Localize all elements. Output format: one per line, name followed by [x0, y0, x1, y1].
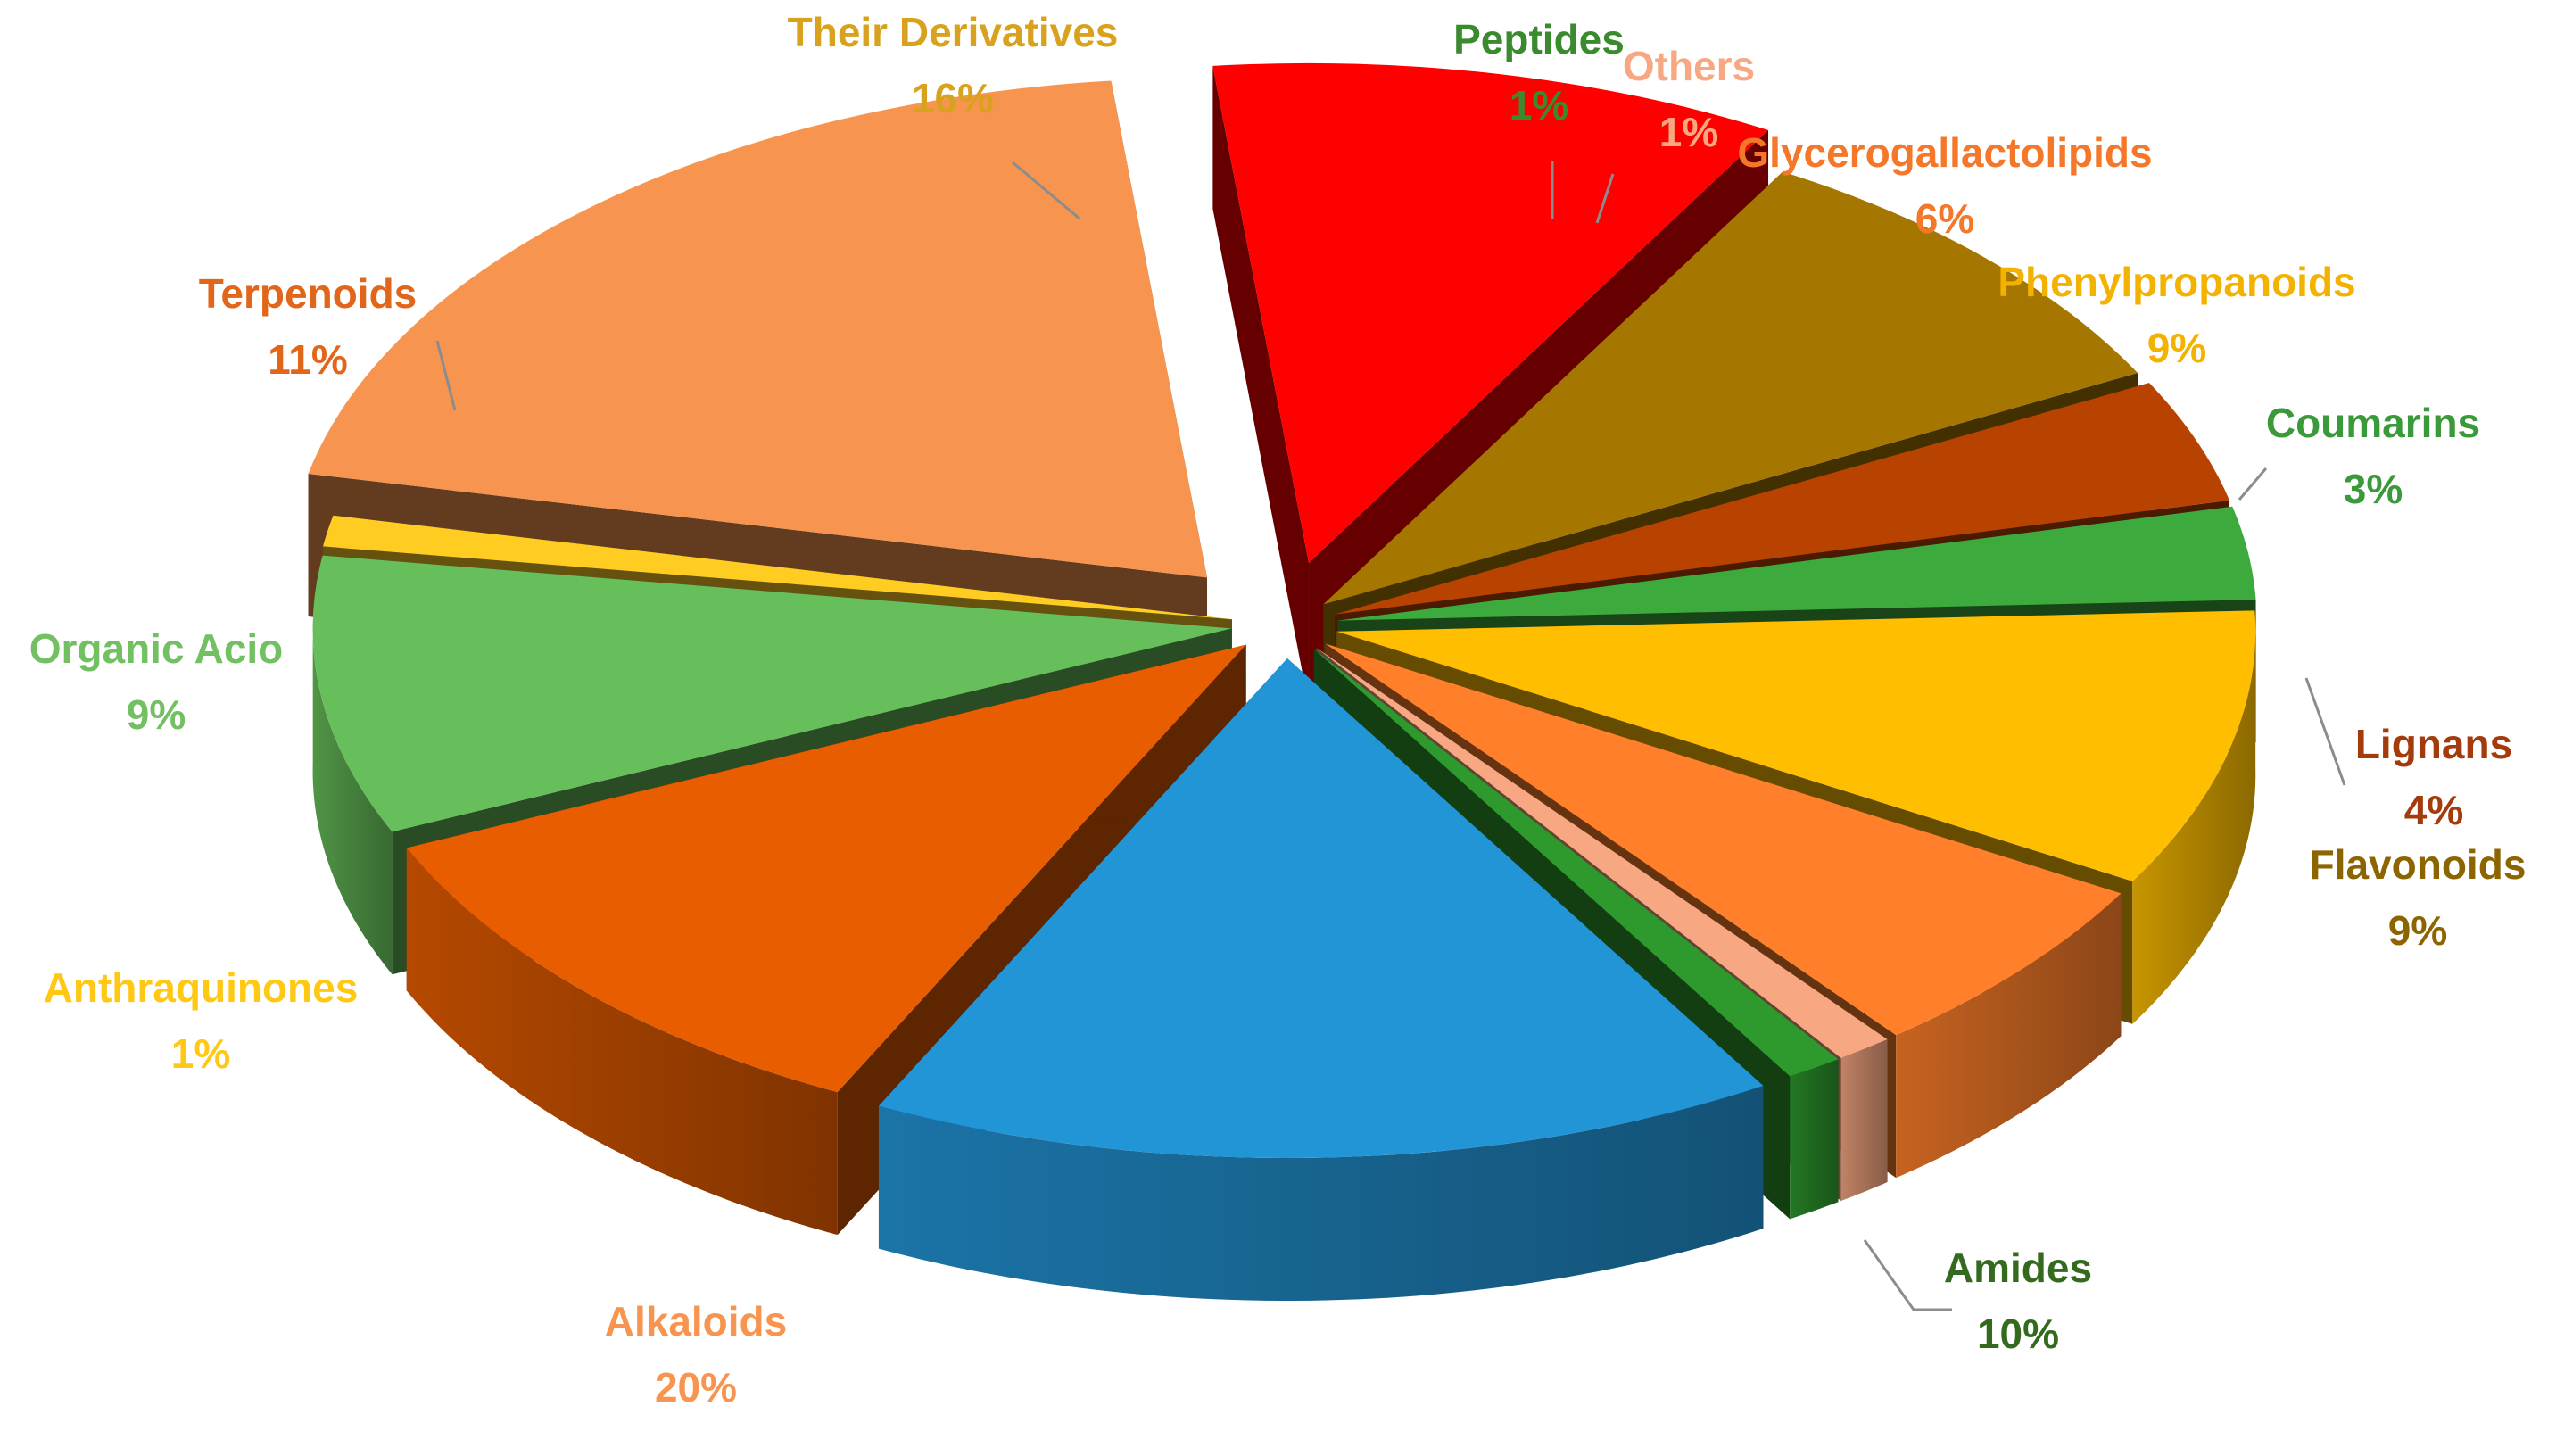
slice-label-amides-0: Amides	[1944, 1245, 2092, 1291]
leader-line-coumarins	[2238, 467, 2268, 500]
slice-label-organic-acids-0: Organic Acio	[29, 625, 284, 672]
slice-alkaloids	[308, 80, 1208, 578]
slice-value-label-alkaloids: 20%	[655, 1364, 737, 1410]
slice-sterols-steroids-and-their-derivatives	[878, 658, 1764, 1159]
slice-label-terpenoids-0: Terpenoids	[199, 270, 418, 317]
slice-label-lignans-0: Lignans	[2355, 721, 2512, 767]
slice-value-label-phenylpropanoids: 9%	[2147, 325, 2206, 371]
slice-label-anthraquinones-0: Anthraquinones	[44, 964, 359, 1011]
slice-value-label-peptides: 1%	[1510, 82, 1568, 128]
slice-side-organic-acids	[312, 621, 393, 975]
leader-line-lignans	[2304, 677, 2346, 786]
slice-anthraquinones	[322, 515, 1232, 620]
slice-organic-acids	[312, 555, 1232, 832]
leader-line-amides	[1863, 1239, 1952, 1311]
slice-label-glycerogallactolipids-0: Glycerogallactolipids	[1737, 129, 2152, 176]
slice-value-label-anthraquinones: 1%	[171, 1030, 230, 1077]
slice-others	[1316, 648, 1888, 1059]
slice-label-peptides-0: Peptides	[1453, 16, 1625, 62]
slice-lignans	[1335, 383, 2230, 615]
slice-terpenoids	[406, 644, 1246, 1093]
slice-value-label-sterols-steroids-and-their-derivatives: 16%	[912, 75, 994, 121]
slice-phenylpropanoids	[1336, 610, 2256, 881]
leader-line-sterols-steroids-and-their-derivatives	[1012, 161, 1080, 220]
slice-label-sterols-steroids-and-their-derivatives-1: Their Derivatives	[788, 9, 1119, 55]
slice-side-others	[1840, 1039, 1888, 1202]
slice-coumarins	[1337, 506, 2256, 621]
slice-wall-amides-0	[1212, 65, 1310, 706]
slice-label-alkaloids-0: Alkaloids	[605, 1298, 788, 1344]
slice-side-sterols-steroids-and-their-derivatives	[878, 1086, 1764, 1302]
slice-label-coumarins-0: Coumarins	[2266, 400, 2480, 446]
slice-label-flavonoids-0: Flavonoids	[2310, 841, 2527, 888]
slice-value-label-amides: 10%	[1977, 1311, 2059, 1357]
slice-label-phenylpropanoids-0: Phenylpropanoids	[1998, 259, 2355, 305]
slice-value-label-lignans: 4%	[2404, 787, 2463, 833]
leader-line-terpenoids	[435, 340, 457, 411]
slice-value-label-flavonoids: 9%	[2388, 907, 2447, 954]
slice-value-label-coumarins: 3%	[2344, 466, 2403, 512]
slice-side-terpenoids	[406, 848, 838, 1236]
slice-side-phenylpropanoids	[2132, 625, 2256, 1024]
leader-line-others	[1595, 173, 1615, 224]
slice-glycerogallactolipids	[1325, 643, 2122, 1036]
slice-value-label-organic-acids: 9%	[127, 691, 186, 738]
slice-side-peptides	[1790, 1059, 1839, 1220]
slice-peptides	[1313, 649, 1839, 1077]
slice-value-label-glycerogallactolipids: 6%	[1915, 195, 1974, 242]
slice-side-glycerogallactolipids	[1896, 893, 2122, 1179]
slice-value-label-terpenoids: 11%	[268, 336, 348, 383]
slice-label-others-0: Others	[1623, 43, 1755, 89]
slice-amides	[1212, 62, 1769, 563]
slice-value-label-others: 1%	[1659, 109, 1718, 155]
slice-flavonoids	[1323, 171, 2138, 605]
